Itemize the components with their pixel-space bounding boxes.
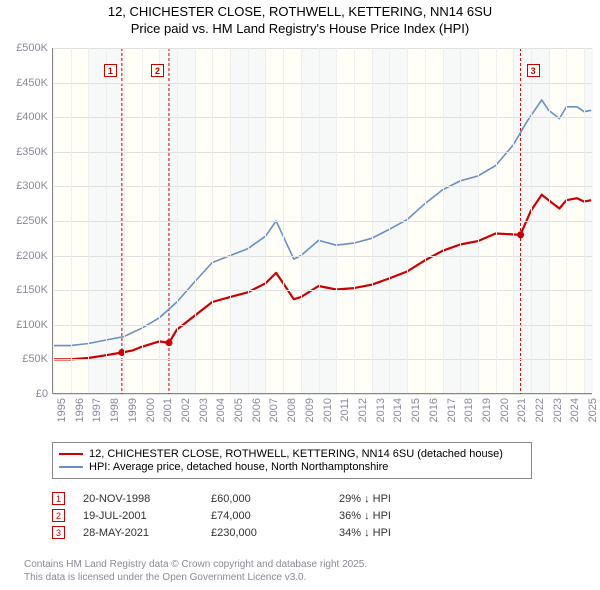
- x-tick-label: 2010: [322, 398, 334, 422]
- x-tick-label: 2013: [375, 398, 387, 422]
- x-tick-label: 2025: [587, 398, 599, 422]
- title-line-2: Price paid vs. HM Land Registry's House …: [0, 21, 600, 38]
- sale-dot: [165, 339, 172, 346]
- series-price_paid: [53, 195, 591, 360]
- x-tick-label: 1995: [56, 398, 68, 422]
- legend: 12, CHICHESTER CLOSE, ROTHWELL, KETTERIN…: [52, 442, 532, 479]
- legend-item: HPI: Average price, detached house, Nort…: [59, 461, 525, 473]
- x-tick-label: 2011: [339, 398, 351, 422]
- x-tick-label: 2002: [180, 398, 192, 422]
- footer-attribution: Contains HM Land Registry data © Crown c…: [24, 558, 367, 584]
- x-tick-label: 2014: [392, 398, 404, 422]
- x-tick-label: 2006: [251, 398, 263, 422]
- x-tick-label: 2004: [215, 398, 227, 422]
- y-tick-label: £150K: [0, 284, 48, 296]
- legend-label: HPI: Average price, detached house, Nort…: [89, 461, 388, 473]
- sale-date: 20-NOV-1998: [83, 493, 193, 505]
- x-tick-label: 1996: [74, 398, 86, 422]
- x-tick-label: 2005: [233, 398, 245, 422]
- x-tick-label: 2015: [410, 398, 422, 422]
- x-tick-label: 1999: [127, 398, 139, 422]
- chart-title: 12, CHICHESTER CLOSE, ROTHWELL, KETTERIN…: [0, 0, 600, 38]
- x-tick-label: 2000: [145, 398, 157, 422]
- y-tick-label: £500K: [0, 42, 48, 54]
- y-tick-label: £300K: [0, 180, 48, 192]
- y-tick-label: £250K: [0, 215, 48, 227]
- x-tick-label: 2001: [162, 398, 174, 422]
- event-marker: 3: [527, 64, 540, 77]
- sale-row: 2 19-JUL-2001 £74,000 36% ↓ HPI: [52, 509, 552, 522]
- sale-delta: 36% ↓ HPI: [339, 510, 391, 522]
- x-tick-label: 2018: [463, 398, 475, 422]
- x-tick-label: 2009: [304, 398, 316, 422]
- legend-label: 12, CHICHESTER CLOSE, ROTHWELL, KETTERIN…: [89, 448, 503, 460]
- footer-line-2: This data is licensed under the Open Gov…: [24, 571, 367, 584]
- x-tick-label: 2021: [516, 398, 528, 422]
- x-tick-label: 2024: [569, 398, 581, 422]
- sales-table: 1 20-NOV-1998 £60,000 29% ↓ HPI 2 19-JUL-2001…: [52, 488, 552, 543]
- x-tick-label: 2022: [534, 398, 546, 422]
- sale-delta: 34% ↓ HPI: [339, 527, 391, 539]
- y-tick-label: £450K: [0, 77, 48, 89]
- series-hpi: [53, 100, 591, 346]
- sale-marker: 2: [52, 509, 65, 522]
- legend-swatch: [59, 453, 83, 455]
- x-tick-label: 2012: [357, 398, 369, 422]
- y-tick-label: £400K: [0, 111, 48, 123]
- y-tick-label: £350K: [0, 146, 48, 158]
- y-tick-label: £200K: [0, 250, 48, 262]
- sale-date: 28-MAY-2021: [83, 527, 193, 539]
- sale-row: 3 28-MAY-2021 £230,000 34% ↓ HPI: [52, 526, 552, 539]
- sale-dot: [517, 231, 524, 238]
- legend-item: 12, CHICHESTER CLOSE, ROTHWELL, KETTERIN…: [59, 448, 525, 460]
- sale-delta: 29% ↓ HPI: [339, 493, 391, 505]
- sale-marker: 3: [52, 526, 65, 539]
- sale-price: £60,000: [211, 493, 321, 505]
- x-tick-label: 2020: [499, 398, 511, 422]
- x-tick-label: 2017: [446, 398, 458, 422]
- footer-line-1: Contains HM Land Registry data © Crown c…: [24, 558, 367, 571]
- legend-swatch: [59, 466, 83, 468]
- sale-date: 19-JUL-2001: [83, 510, 193, 522]
- x-tick-label: 2003: [198, 398, 210, 422]
- sale-price: £230,000: [211, 527, 321, 539]
- sale-marker: 1: [52, 492, 65, 505]
- event-marker: 1: [104, 64, 117, 77]
- plot-area: 1 2 3: [52, 48, 592, 394]
- x-tick-label: 2023: [552, 398, 564, 422]
- x-tick-label: 2007: [268, 398, 280, 422]
- sale-row: 1 20-NOV-1998 £60,000 29% ↓ HPI: [52, 492, 552, 505]
- chart: 1 2 3 £0 £50K £100K £150K £200K £250K £300K £350K…: [0, 44, 600, 434]
- event-marker: 2: [151, 64, 164, 77]
- sale-price: £74,000: [211, 510, 321, 522]
- y-tick-label: £50K: [0, 353, 48, 365]
- title-line-1: 12, CHICHESTER CLOSE, ROTHWELL, KETTERIN…: [0, 4, 600, 21]
- x-tick-label: 1998: [109, 398, 121, 422]
- x-tick-label: 1997: [91, 398, 103, 422]
- y-tick-label: £0: [0, 388, 48, 400]
- x-tick-label: 2016: [428, 398, 440, 422]
- x-tick-label: 2008: [286, 398, 298, 422]
- y-tick-label: £100K: [0, 319, 48, 331]
- x-tick-label: 2019: [481, 398, 493, 422]
